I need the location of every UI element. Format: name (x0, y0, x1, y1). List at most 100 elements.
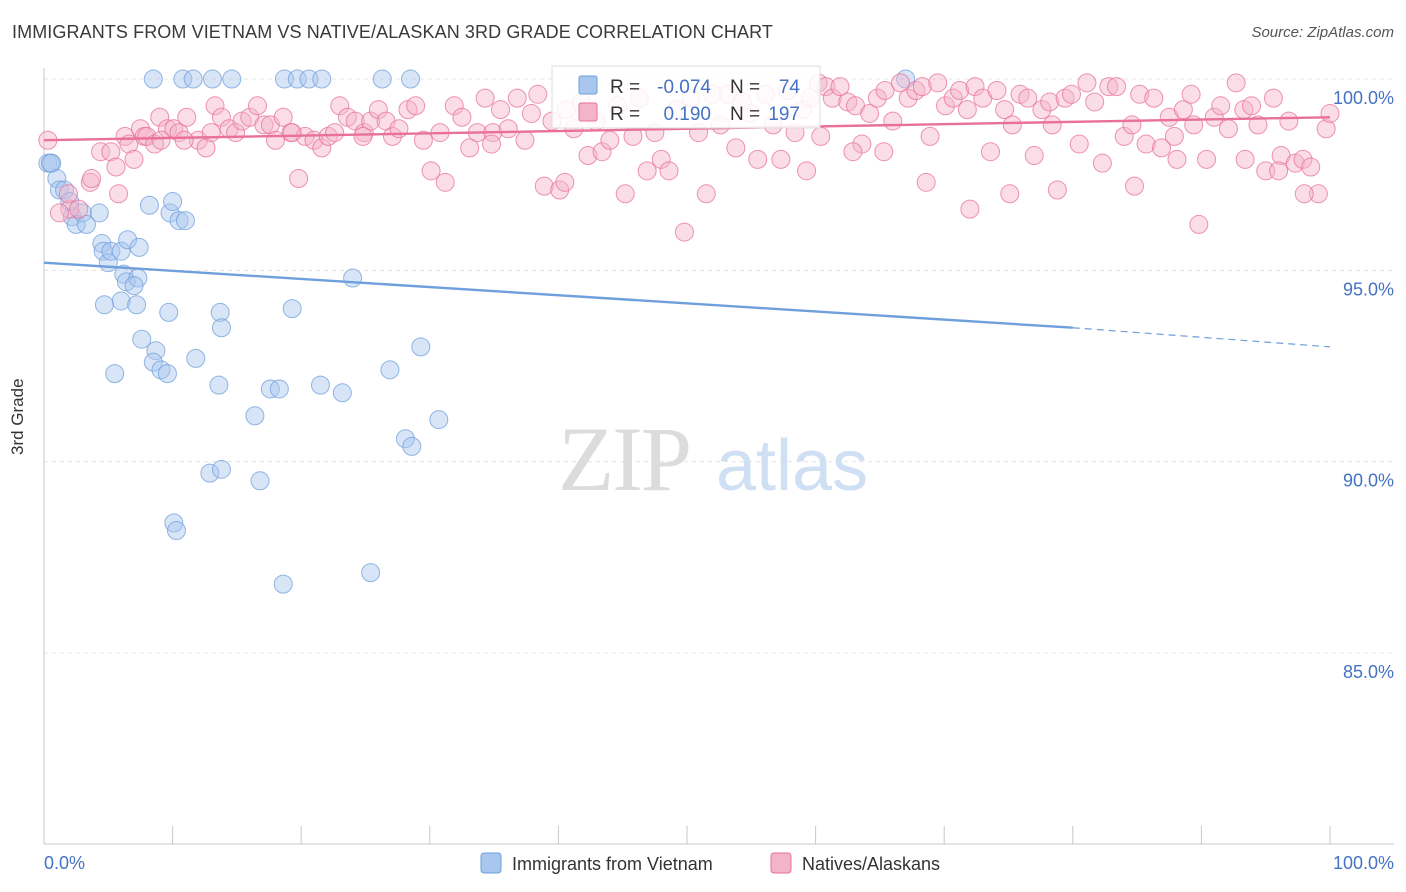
natives-point-187 (1000, 184, 1020, 204)
natives-point-190 (1042, 115, 1062, 135)
natives-point-5 (82, 168, 102, 188)
natives-point-31 (254, 115, 274, 135)
y-tick-label-90: 90.0% (1343, 471, 1394, 491)
vietnam-point-23 (127, 295, 147, 315)
natives-point-46 (361, 111, 381, 131)
natives-point-34 (273, 107, 293, 127)
natives-point-178 (282, 123, 302, 143)
vietnam-point-51 (402, 436, 422, 456)
natives-point-25 (211, 107, 231, 127)
natives-point-194 (874, 142, 894, 162)
chart-source: Source: ZipAtlas.com (1251, 24, 1394, 41)
natives-point-160 (1211, 96, 1231, 116)
stats-swatch-natives (578, 102, 598, 122)
vietnam-point-43 (269, 379, 289, 399)
natives-point-109 (830, 77, 850, 97)
natives-point-80 (615, 184, 635, 204)
natives-point-157 (1189, 214, 1209, 234)
natives-point-65 (507, 88, 527, 108)
natives-point-147 (1114, 126, 1134, 146)
natives-point-101 (771, 149, 791, 169)
natives-point-159 (1204, 107, 1224, 127)
y-tick-label-100: 100.0% (1333, 88, 1394, 108)
natives-point-47 (368, 100, 388, 120)
stats-n-value-natives: 197 (768, 104, 800, 125)
chart-title: IMMIGRANTS FROM VIETNAM VS NATIVE/ALASKA… (12, 22, 774, 42)
stats-swatch-vietnam (578, 75, 598, 95)
stats-r-value-vietnam: -0.074 (657, 77, 711, 98)
vietnam-point-61 (183, 69, 203, 89)
natives-point-164 (1242, 96, 1262, 116)
watermark: ZIP atlas (558, 408, 868, 510)
natives-point-182 (353, 126, 373, 146)
y-tick-labels: 85.0% 90.0% 95.0% 100.0% (1333, 88, 1394, 682)
vietnam-point-33 (282, 299, 302, 319)
natives-point-113 (860, 103, 880, 123)
natives-point-137 (1040, 92, 1060, 112)
natives-point-145 (1099, 77, 1119, 97)
vietnam-point-63 (222, 69, 242, 89)
legend-swatch-vietnam (480, 852, 502, 874)
natives-point-131 (995, 100, 1015, 120)
natives-point-20 (177, 107, 197, 127)
vietnam-point-4 (55, 180, 75, 200)
natives-point-148 (1122, 115, 1142, 135)
legend-label-natives: Natives/Alaskans (802, 854, 940, 874)
vietnam-point-71 (343, 268, 363, 288)
natives-point-66 (515, 130, 535, 150)
natives-point-14 (137, 126, 157, 146)
vietnam-point-26 (163, 191, 183, 211)
natives-point-174 (1316, 119, 1336, 139)
vietnam-point-47 (245, 406, 265, 426)
vietnam-point-31 (210, 302, 230, 322)
series-natives (38, 73, 1340, 242)
natives-point-125 (950, 80, 970, 100)
trend-lines (43, 116, 1331, 348)
vietnam-point-27 (169, 211, 189, 231)
natives-point-30 (247, 96, 267, 116)
vietnam-point-59 (143, 69, 163, 89)
vietnam-point-10 (89, 203, 109, 223)
legend-swatch-natives (770, 852, 792, 874)
natives-point-150 (1136, 134, 1156, 154)
natives-point-195 (1269, 161, 1289, 181)
natives-point-2 (69, 199, 89, 219)
natives-point-23 (201, 123, 221, 143)
vietnam-point-8 (73, 203, 93, 223)
natives-point-154 (1167, 149, 1187, 169)
natives-point-75 (578, 146, 598, 166)
natives-point-67 (521, 103, 541, 123)
vietnam-point-40 (209, 375, 229, 395)
natives-point-86 (659, 161, 679, 181)
natives-point-136 (1032, 100, 1052, 120)
natives-point-142 (1077, 73, 1097, 93)
natives-point-138 (1047, 180, 1067, 200)
vietnam-point-67 (312, 69, 332, 89)
natives-point-36 (289, 168, 309, 188)
natives-point-122 (928, 73, 948, 93)
natives-point-88 (674, 222, 694, 242)
natives-point-191 (1235, 149, 1255, 169)
natives-point-68 (528, 84, 548, 104)
natives-point-197 (58, 184, 78, 204)
natives-point-91 (696, 184, 716, 204)
natives-point-117 (890, 73, 910, 93)
vietnam-point-34 (132, 329, 152, 349)
natives-point-83 (637, 161, 657, 181)
watermark-atlas: atlas (716, 426, 868, 506)
vietnam-point-49 (429, 410, 449, 430)
natives-point-152 (1152, 138, 1172, 158)
stats-n-value-vietnam: 74 (779, 77, 801, 98)
vietnam-point-15 (111, 241, 131, 261)
natives-point-181 (1164, 126, 1184, 146)
vietnam-point-38 (157, 364, 177, 384)
natives-point-149 (1130, 84, 1150, 104)
natives-point-85 (651, 149, 671, 169)
vietnam-point-14 (101, 241, 121, 261)
natives-point-175 (1320, 103, 1340, 123)
natives-point-126 (957, 100, 977, 120)
vietnam-point-62 (202, 69, 222, 89)
natives-point-121 (920, 126, 940, 146)
vietnam-point-72 (40, 153, 60, 173)
natives-point-140 (1062, 84, 1082, 104)
